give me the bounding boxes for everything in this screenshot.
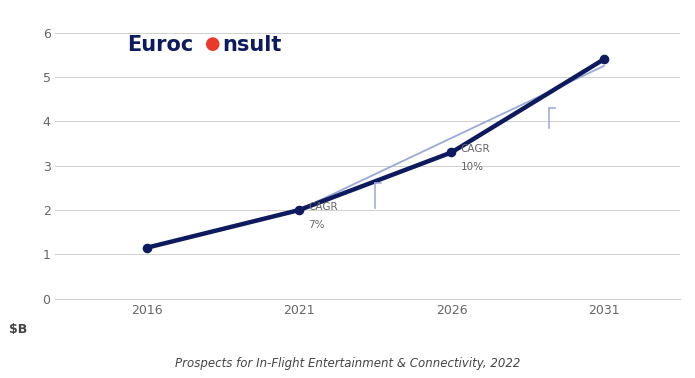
Point: [598, 56, 610, 62]
Point: [293, 207, 304, 213]
Text: nsult: nsult: [222, 35, 281, 55]
Point: [446, 149, 457, 155]
Text: $B: $B: [8, 322, 27, 336]
Text: Prospects for In-Flight Entertainment & Connectivity, 2022: Prospects for In-Flight Entertainment & …: [175, 358, 520, 370]
Text: Euroc: Euroc: [127, 35, 193, 55]
Point: [141, 245, 152, 251]
Text: 7%: 7%: [309, 220, 325, 230]
Text: CAGR: CAGR: [309, 202, 338, 212]
Text: 10%: 10%: [461, 162, 484, 172]
Text: ●: ●: [204, 35, 220, 53]
Text: CAGR: CAGR: [461, 144, 490, 154]
